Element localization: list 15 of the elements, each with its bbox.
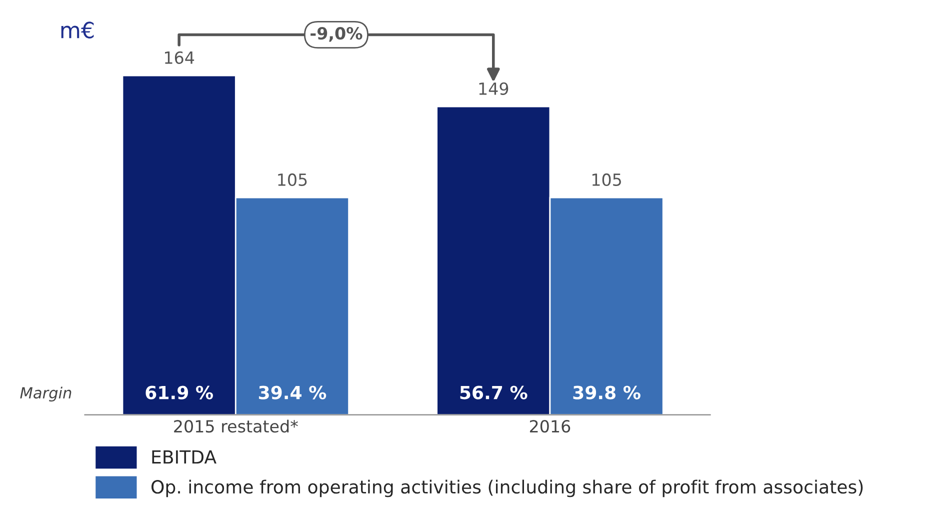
data-label: 105 bbox=[592, 173, 621, 186]
annotation: 61.9 % bbox=[146, 386, 213, 400]
text: Margin bbox=[20, 386, 72, 402]
y-axis-title: m€ bbox=[61, 22, 94, 38]
legend-label: EBITDA bbox=[152, 450, 216, 464]
annotation: 56.7 % bbox=[460, 386, 528, 400]
data-label: 105 bbox=[278, 173, 307, 186]
annotation: 39.8 % bbox=[573, 386, 640, 400]
annotation: 39.4 % bbox=[258, 386, 326, 400]
x-tick-label: 2015 restated* bbox=[174, 420, 298, 433]
text: -9,0% bbox=[310, 27, 362, 42]
data-label: 149 bbox=[479, 82, 508, 95]
x-tick-label: 2016 bbox=[530, 420, 570, 433]
data-label: 164 bbox=[165, 51, 194, 64]
legend-label: Op. income from operating activities (including share of profit from associates) bbox=[152, 480, 863, 498]
